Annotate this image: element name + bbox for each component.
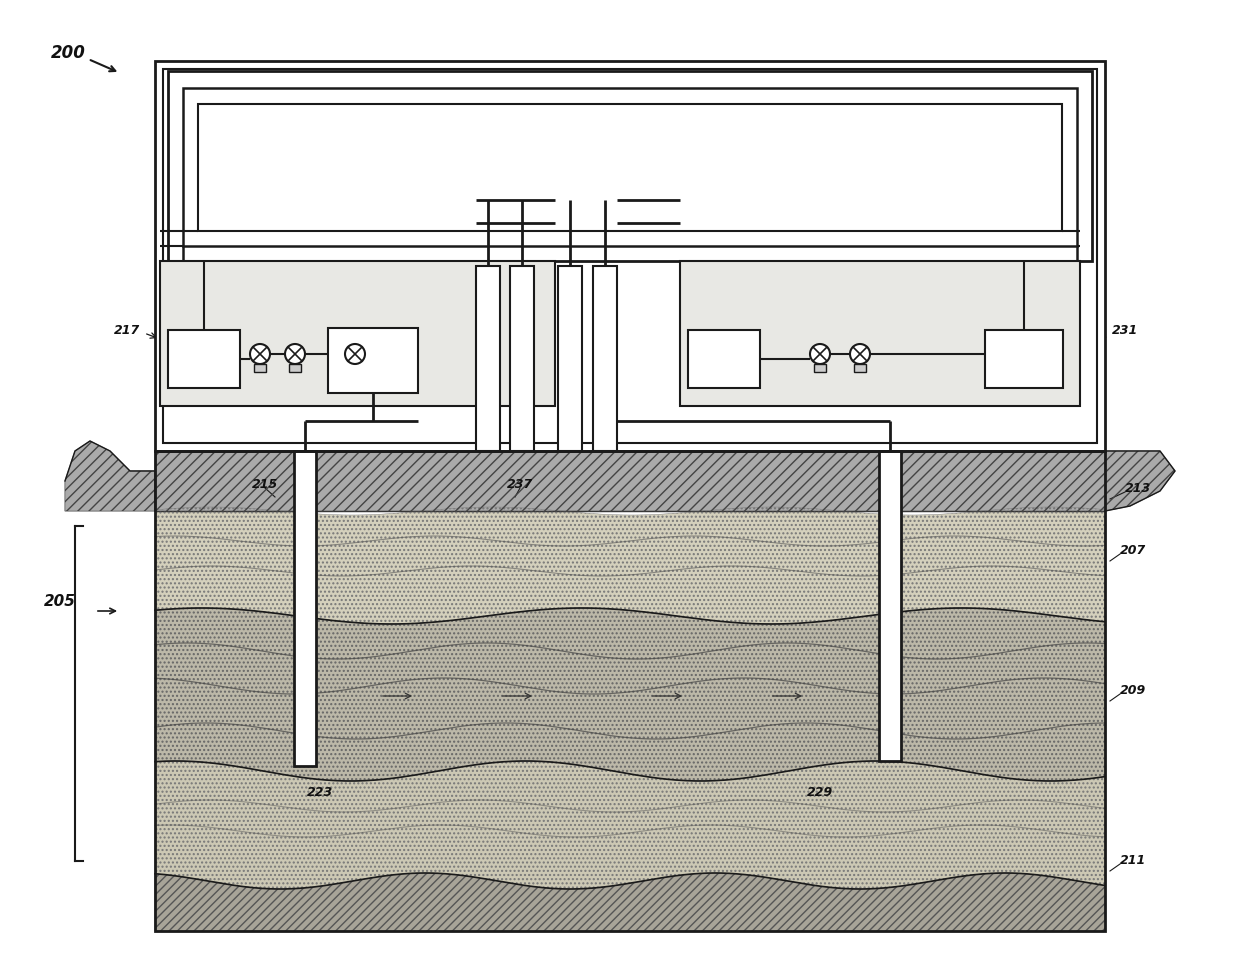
- Bar: [167, 71, 1092, 261]
- Bar: [329, 328, 418, 393]
- Bar: [289, 364, 301, 372]
- Text: 201: 201: [322, 411, 350, 425]
- Bar: [162, 69, 1097, 443]
- Text: 223: 223: [306, 786, 334, 800]
- Text: 259: 259: [191, 353, 217, 365]
- Text: 251: 251: [807, 302, 833, 314]
- Text: 242: 242: [317, 427, 343, 439]
- Bar: [680, 261, 1080, 406]
- Bar: [688, 330, 760, 388]
- Text: 221: 221: [281, 302, 308, 314]
- Polygon shape: [155, 873, 1105, 931]
- Text: 231: 231: [1112, 325, 1138, 337]
- Bar: [510, 266, 534, 451]
- Text: 263: 263: [477, 62, 503, 76]
- Text: 261: 261: [497, 96, 523, 110]
- Bar: [985, 330, 1063, 388]
- Bar: [294, 451, 316, 766]
- Text: 257: 257: [247, 302, 273, 314]
- Polygon shape: [64, 441, 155, 511]
- Bar: [160, 261, 556, 406]
- Bar: [558, 266, 582, 451]
- Text: 215: 215: [252, 478, 278, 490]
- Bar: [155, 451, 1105, 511]
- Text: 241: 241: [527, 302, 553, 314]
- Text: 258: 258: [342, 300, 368, 312]
- Circle shape: [810, 344, 830, 364]
- Text: 207: 207: [1120, 545, 1146, 557]
- Text: 243: 243: [842, 80, 868, 92]
- Bar: [254, 364, 267, 372]
- Text: 265: 265: [387, 80, 413, 92]
- Circle shape: [250, 344, 270, 364]
- Text: 217: 217: [114, 325, 140, 337]
- Text: 233: 233: [847, 302, 873, 314]
- Text: 200: 200: [51, 44, 86, 62]
- Bar: [813, 364, 826, 372]
- Polygon shape: [155, 608, 1105, 781]
- Text: 203: 203: [908, 411, 934, 425]
- Bar: [155, 451, 1105, 931]
- Text: 213: 213: [1125, 482, 1151, 496]
- Bar: [476, 266, 500, 451]
- Text: 239: 239: [1056, 85, 1083, 97]
- Bar: [155, 61, 1105, 451]
- Text: 236: 236: [737, 427, 763, 439]
- Polygon shape: [155, 761, 1105, 931]
- Polygon shape: [1105, 451, 1176, 511]
- Text: 229: 229: [807, 786, 833, 800]
- Circle shape: [849, 344, 870, 364]
- Text: 219: 219: [360, 355, 386, 367]
- Text: 245: 245: [916, 62, 944, 75]
- Text: 234: 234: [742, 300, 768, 312]
- Bar: [879, 451, 901, 761]
- Bar: [198, 104, 1061, 231]
- Bar: [184, 88, 1078, 246]
- Circle shape: [345, 344, 365, 364]
- Text: 211: 211: [1120, 854, 1146, 868]
- Circle shape: [285, 344, 305, 364]
- Bar: [854, 364, 866, 372]
- Bar: [167, 330, 241, 388]
- Text: 205: 205: [45, 594, 76, 608]
- Bar: [155, 451, 1105, 511]
- Text: 235: 235: [1011, 353, 1037, 365]
- Text: 259: 259: [191, 353, 217, 365]
- Text: 209: 209: [1120, 684, 1146, 698]
- Text: 237: 237: [507, 478, 533, 490]
- Bar: [593, 266, 618, 451]
- Text: 235: 235: [1011, 353, 1037, 365]
- Polygon shape: [155, 507, 1105, 624]
- Text: 253: 253: [711, 353, 737, 365]
